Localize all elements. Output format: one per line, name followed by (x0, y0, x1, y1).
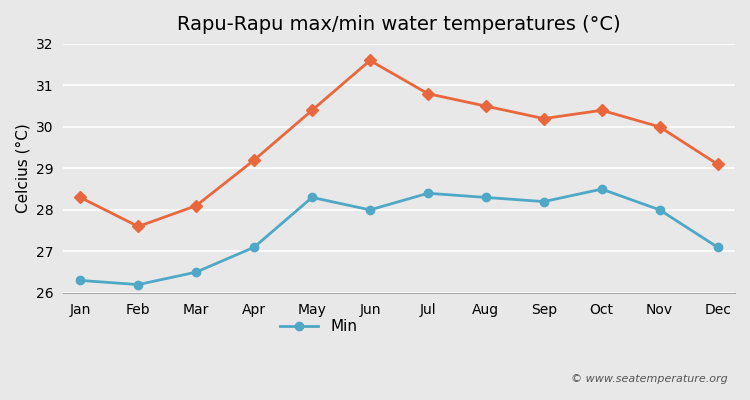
Y-axis label: Celcius (°C): Celcius (°C) (15, 124, 30, 213)
Text: © www.seatemperature.org: © www.seatemperature.org (571, 374, 728, 384)
Legend: Min: Min (274, 313, 363, 340)
Title: Rapu-Rapu max/min water temperatures (°C): Rapu-Rapu max/min water temperatures (°C… (177, 15, 621, 34)
